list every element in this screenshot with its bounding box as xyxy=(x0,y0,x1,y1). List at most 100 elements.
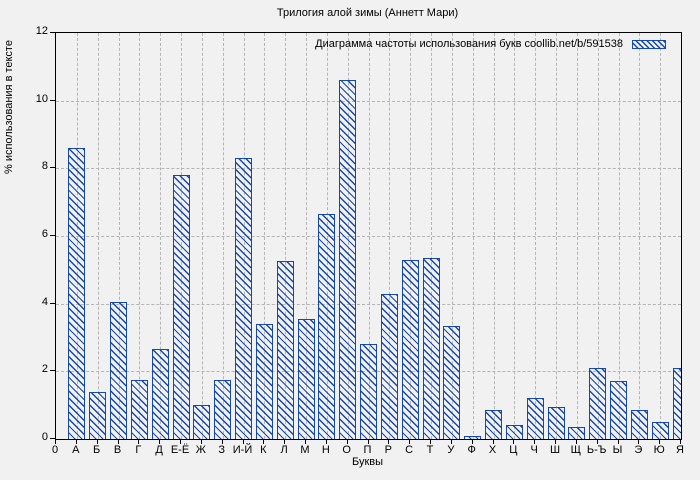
x-axis-title: Буквы xyxy=(351,456,384,468)
bar-Б xyxy=(89,391,107,439)
x-tick-label: Я xyxy=(676,444,684,456)
x-tick-label: Н xyxy=(321,444,330,456)
x-tick-label: Э xyxy=(634,444,643,456)
x-tick-label: У xyxy=(447,444,455,456)
y-tick-mark xyxy=(50,167,55,169)
legend-label: Диаграмма частоты использования букв coo… xyxy=(315,38,623,50)
x-tick-mark xyxy=(555,440,556,444)
x-tick-mark xyxy=(617,440,619,444)
x-tick-mark xyxy=(117,440,119,444)
x-tick-label: Л xyxy=(280,444,288,456)
v-gridline xyxy=(472,33,474,439)
v-gridline xyxy=(576,33,578,439)
bar-М xyxy=(297,318,315,439)
y-axis-title: % использования в тексте xyxy=(3,40,15,175)
bar-О xyxy=(339,80,357,439)
y-tick-mark xyxy=(50,438,55,439)
x-tick-label: Т xyxy=(426,444,434,456)
x-tick-label: Г xyxy=(135,444,142,456)
v-gridline xyxy=(201,33,203,439)
bar-Р xyxy=(380,293,398,439)
bar-Е-Ё xyxy=(172,175,190,439)
y-tick-label: 4 xyxy=(41,295,48,308)
v-gridline xyxy=(97,33,99,439)
y-tick-mark xyxy=(50,302,55,304)
bar-Л xyxy=(276,261,294,439)
legend: Диаграмма частоты использования букв coo… xyxy=(315,38,666,50)
bar-П xyxy=(360,344,377,439)
x-tick-mark xyxy=(638,440,640,444)
x-tick-mark xyxy=(450,440,452,444)
v-gridline xyxy=(597,33,599,439)
x-tick-label: М xyxy=(300,444,310,456)
y-tick-label: 10 xyxy=(35,92,48,105)
x-tick-mark xyxy=(96,440,98,444)
hatch-swatch-icon xyxy=(632,39,666,49)
bar-У xyxy=(443,325,461,439)
x-tick-label: В xyxy=(113,444,122,456)
v-gridline xyxy=(410,33,412,439)
v-gridline xyxy=(118,33,120,439)
x-tick-label: Е-Ё xyxy=(170,444,190,456)
x-tick-label: Б xyxy=(93,444,101,456)
bar-И-Й xyxy=(235,158,252,439)
v-gridline xyxy=(556,33,557,439)
v-gridline xyxy=(660,33,662,439)
v-gridline xyxy=(451,33,453,439)
v-gridline xyxy=(368,33,370,439)
x-tick-label: Щ xyxy=(570,444,581,456)
bar-Ф xyxy=(464,435,482,439)
v-gridline xyxy=(389,33,391,439)
v-gridline xyxy=(639,33,641,439)
v-gridline xyxy=(285,33,287,439)
x-tick-label: К xyxy=(260,444,267,456)
bar-Ч xyxy=(526,398,544,439)
bar-Ю xyxy=(651,422,669,439)
bar-З xyxy=(214,379,232,439)
bar-К xyxy=(255,323,273,439)
bar-Д xyxy=(151,349,169,439)
bar-Н xyxy=(318,214,336,439)
x-tick-mark xyxy=(75,440,77,444)
y-tick-label: 8 xyxy=(41,160,48,173)
y-tick-label: 2 xyxy=(41,363,48,376)
x-tick-mark xyxy=(471,440,473,444)
x-tick-mark xyxy=(180,440,181,444)
x-tick-label: Х xyxy=(488,444,497,456)
x-tick-label: Р xyxy=(384,444,392,456)
bar-Э xyxy=(630,410,648,439)
x-tick-mark xyxy=(305,440,306,444)
x-tick-label: Ф xyxy=(467,444,476,456)
v-gridline xyxy=(493,33,495,439)
bar-Ы xyxy=(610,381,627,439)
x-tick-mark xyxy=(596,440,598,444)
x-tick-label: О xyxy=(342,444,351,456)
v-gridline xyxy=(431,33,432,439)
v-gridline xyxy=(514,33,516,439)
y-tick-label: 6 xyxy=(41,228,48,240)
v-gridline xyxy=(306,33,307,439)
x-tick-label: Ц xyxy=(509,444,518,456)
x-tick-mark xyxy=(159,440,161,444)
x-tick-label: Ь-Ъ xyxy=(586,444,607,456)
x-tick-mark xyxy=(575,440,577,444)
bar-Ш xyxy=(547,406,565,439)
x-tick-mark xyxy=(367,440,369,444)
bar-Т xyxy=(422,258,440,439)
x-tick-mark xyxy=(200,440,202,444)
y-tick-label: 12 xyxy=(35,25,48,37)
x-tick-mark xyxy=(242,440,244,444)
x-tick-mark xyxy=(513,440,515,444)
x-tick-label: Ы xyxy=(612,444,623,456)
x-tick-label: И-Й xyxy=(232,444,253,456)
v-gridline xyxy=(222,33,224,439)
x-tick-mark xyxy=(221,440,223,444)
bar-Х xyxy=(485,410,502,439)
bar-Я xyxy=(672,367,681,439)
x-tick-mark xyxy=(55,440,56,444)
x-tick-mark xyxy=(388,440,390,444)
bar-Щ xyxy=(568,427,586,439)
x-tick-label: Ч xyxy=(530,444,538,456)
x-tick-mark xyxy=(263,440,265,444)
x-tick-mark xyxy=(659,440,661,444)
